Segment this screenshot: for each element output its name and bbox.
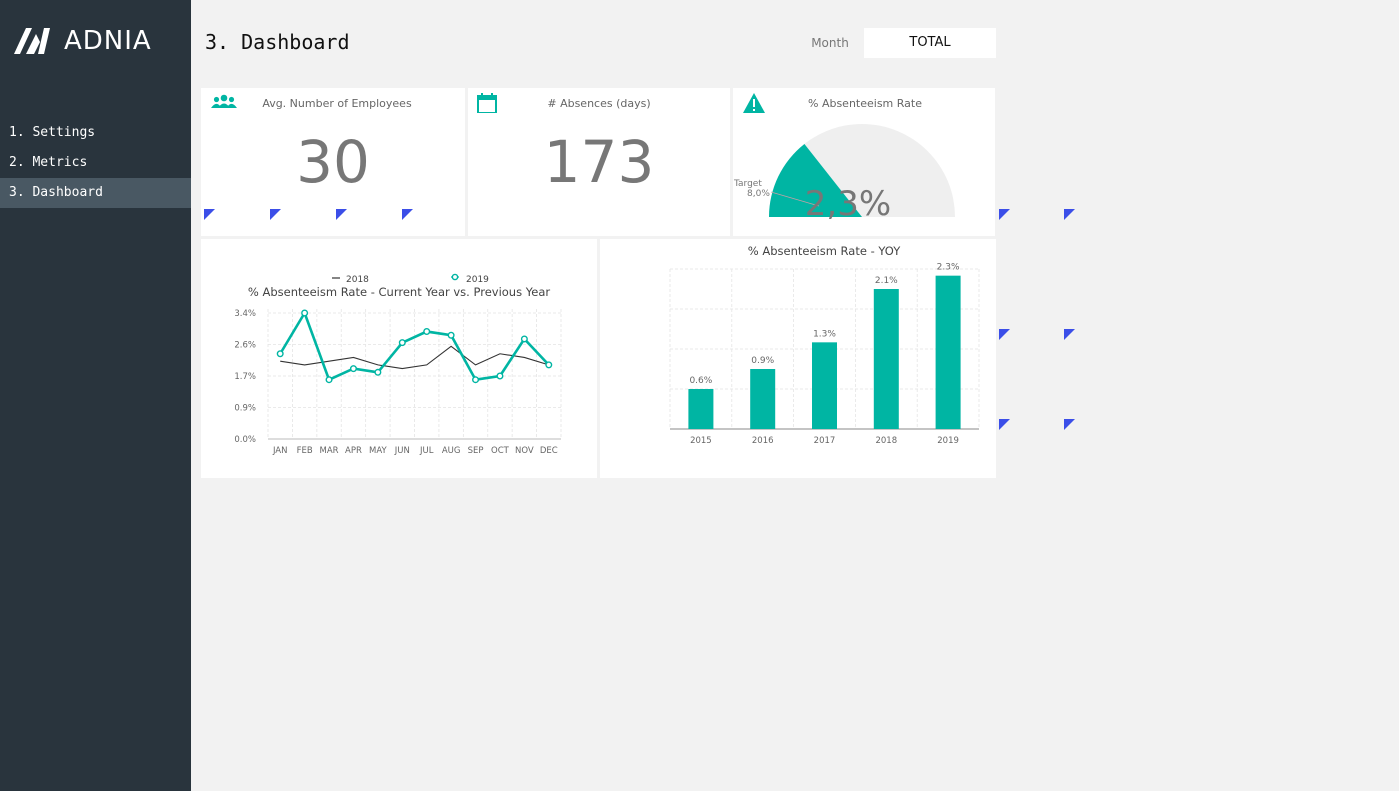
x-tick-label: 2016 [752, 436, 774, 446]
gauge-chart: Target 8,0% 2,3% [733, 124, 955, 224]
y-tick-label: 2.6% [234, 341, 256, 351]
bar-chart: % Absenteeism Rate - YOY 0.6% 0.9% 1.3% 2.1… [669, 244, 980, 446]
kpi-employees-value: 30 [296, 128, 370, 196]
logo-mark-icon [14, 28, 50, 54]
x-tick-label: SEP [468, 446, 484, 456]
series-2019-point [423, 328, 431, 336]
gauge-target-line [770, 191, 820, 207]
cell-marker[interactable] [999, 419, 1010, 430]
kpi-absences-title: # Absences (days) [547, 97, 651, 110]
x-tick-label: 2017 [814, 436, 836, 446]
y-tick-label: 1.7% [234, 372, 256, 382]
bar [750, 369, 776, 429]
cell-marker[interactable] [204, 209, 215, 220]
kpi-rate-value: 2,3% [805, 184, 891, 224]
series-2019-point [301, 309, 309, 317]
bar-value-label: 2.3% [937, 263, 960, 273]
series-2019-point [496, 372, 504, 380]
logo-text: ADNIA [64, 26, 152, 56]
kpi-employees-title: Avg. Number of Employees [262, 97, 412, 110]
x-tick-label: AUG [442, 446, 461, 456]
x-tick-label: OCT [491, 446, 510, 456]
kpi-card-absences: # Absences (days) 173 [468, 88, 730, 236]
warning-icon [743, 93, 765, 113]
x-tick-label: DEC [540, 446, 558, 456]
bar [935, 275, 961, 429]
month-filter-label: Month [811, 36, 849, 50]
line-chart-title: % Absenteeism Rate - Current Year vs. Pr… [248, 285, 550, 299]
sidebar-item-dashboard[interactable]: 3. Dashboard [0, 178, 191, 208]
x-tick-label: FEB [297, 446, 313, 456]
sidebar-item-metrics[interactable]: 2. Metrics [9, 155, 88, 170]
gauge-target-value: 8,0% [747, 189, 770, 199]
logo: ADNIA [14, 28, 152, 54]
legend-2019: 2019 [466, 275, 489, 285]
kpi-absences-value: 173 [543, 128, 655, 196]
line-legend: 2018 2019 [332, 273, 489, 285]
series-2019-point [374, 368, 382, 376]
cell-marker[interactable] [336, 209, 347, 220]
cell-marker[interactable] [999, 329, 1010, 340]
x-tick-label: JUL [419, 446, 434, 456]
series-2019-point [276, 350, 284, 358]
bar-chart-card: % Absenteeism Rate - YOY 0.6% 0.9% 1.3% 2.1… [600, 239, 996, 478]
x-tick-label: MAR [320, 446, 339, 456]
bar [812, 342, 837, 429]
x-tick-label: MAY [369, 446, 387, 456]
legend-2019-marker [451, 273, 459, 281]
x-tick-label: JAN [272, 446, 288, 456]
line-chart-card: 2018 2019 % Absenteeism Rate - Current Y… [201, 239, 597, 478]
sidebar-nav: 1. Settings 2. Metrics 3. Dashboard [0, 118, 191, 208]
calendar-icon [477, 93, 497, 113]
sidebar: ADNIA 1. Settings 2. Metrics 3. Dashboar… [0, 0, 191, 791]
bar [688, 389, 714, 429]
month-filter-select[interactable]: TOTAL [864, 28, 996, 58]
bar-chart-title: % Absenteeism Rate - YOY [748, 244, 901, 258]
gauge-fill [769, 143, 862, 217]
bar [873, 289, 899, 429]
series-2019-point [520, 335, 528, 343]
kpi-card-rate: % Absenteeism Rate Target 8,0% 2,3% [733, 88, 995, 236]
series-2019-point [545, 361, 553, 369]
legend-2018: 2018 [346, 275, 369, 285]
x-tick-label: 2019 [937, 436, 959, 446]
cell-marker[interactable] [1064, 419, 1075, 430]
series-2019-point [349, 365, 357, 373]
y-tick-label: 0.0% [234, 435, 256, 445]
people-icon [211, 94, 237, 108]
kpi-rate-title: % Absenteeism Rate [808, 97, 922, 110]
cell-marker[interactable] [270, 209, 281, 220]
bar-value-label: 2.1% [875, 276, 898, 286]
x-tick-label: 2018 [875, 436, 897, 446]
bar-value-label: 0.9% [751, 356, 774, 366]
cell-marker[interactable] [402, 209, 413, 220]
series-2019-point [447, 331, 455, 339]
cell-marker[interactable] [1064, 329, 1075, 340]
line-chart: 2018 2019 % Absenteeism Rate - Current Y… [234, 273, 562, 456]
y-tick-label: 0.9% [234, 404, 256, 414]
y-tick-label: 3.4% [234, 309, 256, 319]
series-2019-line [279, 309, 550, 382]
bar-value-label: 0.6% [689, 376, 712, 386]
cell-marker[interactable] [999, 209, 1010, 220]
sidebar-item-settings[interactable]: 1. Settings [9, 125, 96, 140]
series-2019-point [398, 339, 406, 347]
x-tick-label: JUN [394, 446, 410, 456]
x-tick-label: NOV [515, 446, 534, 456]
gauge-target-label: Target [733, 179, 762, 189]
bar-value-label: 1.3% [813, 329, 836, 339]
series-2019-point [472, 376, 480, 384]
series-2019-point [325, 376, 333, 384]
x-tick-label: 2015 [690, 436, 712, 446]
cell-marker[interactable] [1064, 209, 1075, 220]
page-title: 3. Dashboard [205, 30, 350, 54]
series-2018-line [280, 345, 549, 370]
x-tick-label: APR [345, 446, 362, 456]
kpi-card-employees: Avg. Number of Employees 30 [201, 88, 465, 236]
